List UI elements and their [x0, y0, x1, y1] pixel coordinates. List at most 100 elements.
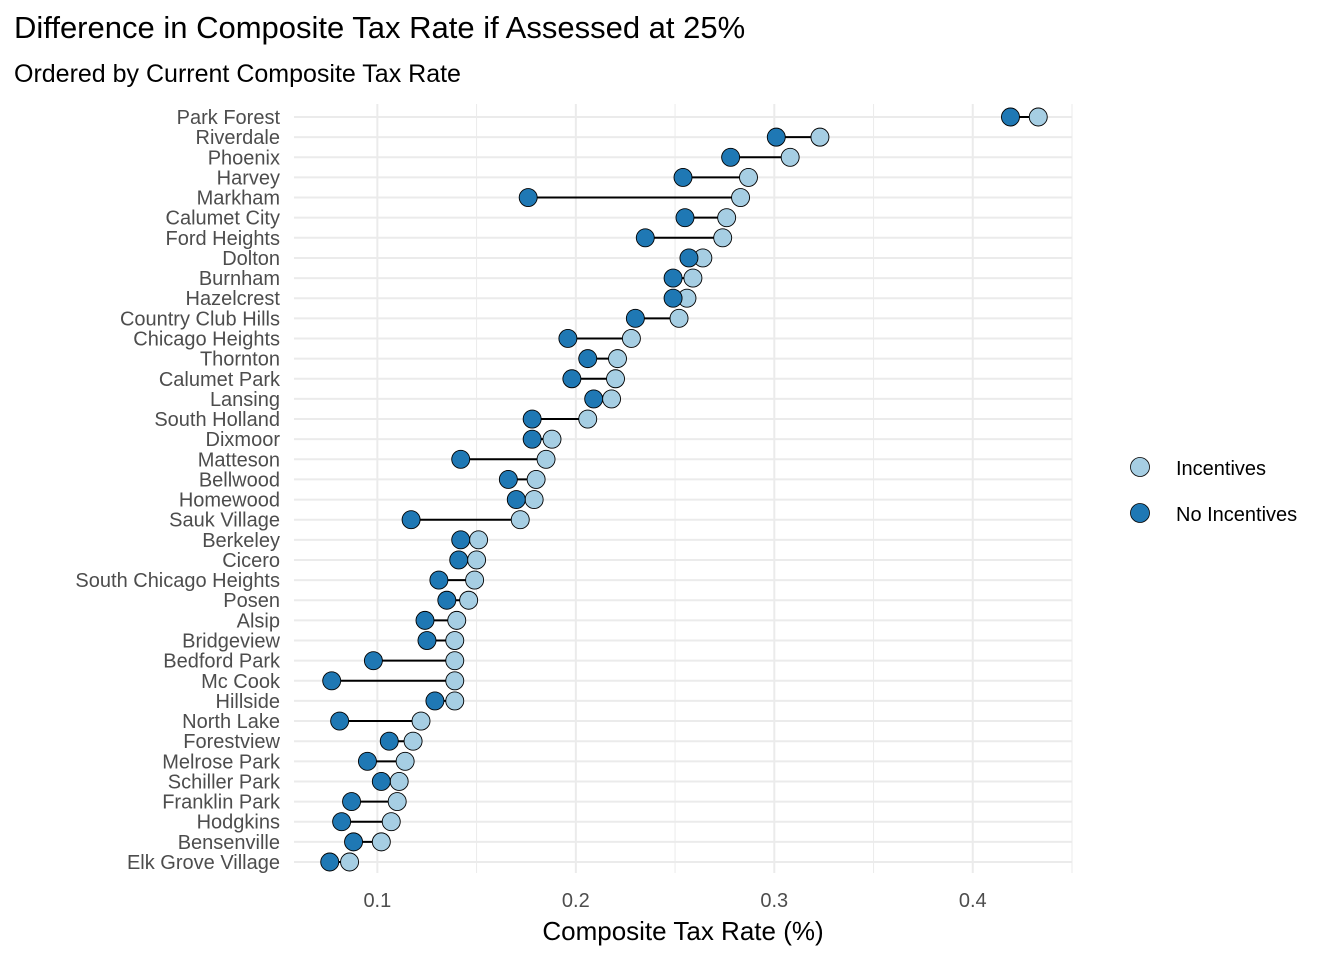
- point-no-incentives: [342, 792, 362, 812]
- y-category-label: Hazelcrest: [186, 288, 281, 310]
- point-no-incentives: [357, 751, 377, 771]
- point-no-incentives: [330, 711, 350, 731]
- y-category-label: Calumet City: [166, 208, 280, 230]
- y-category-label: Dolton: [222, 248, 280, 270]
- point-incentives: [445, 671, 465, 691]
- y-category-label: Hillside: [216, 691, 280, 713]
- y-category-label: Burnham: [199, 268, 280, 290]
- point-no-incentives: [675, 208, 695, 228]
- point-no-incentives: [371, 772, 391, 791]
- y-category-label: Berkeley: [202, 530, 280, 552]
- point-no-incentives: [558, 329, 578, 348]
- y-category-label: Matteson: [198, 449, 280, 471]
- point-no-incentives: [584, 389, 604, 409]
- x-tick-label: 0.1: [363, 890, 391, 912]
- point-no-incentives: [415, 610, 435, 630]
- point-incentives: [387, 792, 407, 812]
- y-category-label: Bellwood: [199, 469, 280, 491]
- point-incentives: [524, 490, 544, 510]
- point-incentives: [578, 409, 598, 429]
- y-axis-labels: Park ForestRiverdalePhoenixHarveyMarkham…: [75, 107, 281, 874]
- point-no-incentives: [344, 832, 363, 852]
- x-axis-label: Composite Tax Rate (%): [542, 916, 823, 946]
- point-incentives: [445, 651, 465, 671]
- y-category-label: Hodgkins: [197, 812, 280, 834]
- point-incentives: [621, 329, 641, 348]
- point-no-incentives: [425, 691, 445, 711]
- y-category-label: South Chicago Heights: [75, 570, 280, 592]
- y-category-label: Sauk Village: [169, 510, 280, 532]
- point-no-incentives: [679, 248, 699, 268]
- point-incentives: [606, 369, 625, 389]
- y-category-label: Bridgeview: [182, 631, 280, 653]
- chart-subtitle: Ordered by Current Composite Tax Rate: [14, 60, 461, 88]
- point-no-incentives: [379, 731, 399, 751]
- point-no-incentives: [451, 530, 471, 550]
- legend-key-no-incentives: [1130, 503, 1150, 523]
- x-tick-label: 0.3: [760, 890, 788, 912]
- point-no-incentives: [663, 268, 683, 288]
- point-no-incentives: [451, 449, 471, 469]
- point-no-incentives: [522, 409, 542, 429]
- point-incentives: [381, 812, 401, 832]
- point-incentives: [510, 510, 530, 530]
- point-no-incentives: [578, 349, 598, 369]
- legend: Incentives No Incentives: [1130, 457, 1297, 526]
- point-no-incentives: [498, 469, 518, 489]
- point-no-incentives: [721, 147, 741, 167]
- point-incentives: [445, 691, 465, 711]
- y-category-label: Harvey: [217, 167, 280, 189]
- y-category-label: Calumet Park: [159, 369, 281, 391]
- y-category-label: Mc Cook: [201, 671, 281, 693]
- y-category-label: South Holland: [154, 409, 280, 431]
- x-tick-label: 0.2: [562, 890, 590, 912]
- point-no-incentives: [766, 127, 786, 147]
- data-points: [320, 107, 1048, 872]
- point-no-incentives: [506, 490, 526, 510]
- point-incentives: [780, 147, 800, 167]
- point-no-incentives: [673, 167, 693, 187]
- point-incentives: [447, 610, 467, 630]
- point-no-incentives: [625, 308, 645, 328]
- x-tick-label: 0.4: [959, 890, 987, 912]
- point-no-incentives: [562, 369, 582, 389]
- y-category-label: Melrose Park: [162, 751, 281, 773]
- y-category-label: Homewood: [179, 490, 280, 512]
- point-no-incentives: [635, 228, 655, 248]
- y-category-label: Forestview: [183, 731, 280, 753]
- point-incentives: [467, 550, 487, 570]
- point-no-incentives: [320, 852, 340, 872]
- point-no-incentives: [363, 651, 383, 671]
- point-incentives: [371, 832, 391, 852]
- point-incentives: [340, 852, 360, 872]
- point-incentives: [526, 469, 546, 489]
- dumbbell-segments: [329, 116, 1039, 863]
- point-no-incentives: [417, 631, 437, 650]
- point-incentives: [739, 167, 758, 187]
- y-category-label: North Lake: [182, 711, 280, 733]
- legend-label-incentives: Incentives: [1176, 458, 1266, 480]
- point-no-incentives: [437, 590, 457, 610]
- y-category-label: Dixmoor: [206, 429, 281, 451]
- x-axis-tick-labels: 0.1 0.2 0.3 0.4: [363, 890, 986, 912]
- point-no-incentives: [1001, 107, 1020, 127]
- point-incentives: [713, 228, 733, 248]
- point-incentives: [411, 711, 431, 731]
- point-incentives: [717, 208, 737, 228]
- point-incentives: [542, 429, 562, 449]
- point-no-incentives: [663, 288, 683, 308]
- point-incentives: [403, 731, 423, 751]
- y-category-label: Alsip: [237, 610, 280, 632]
- y-category-label: Phoenix: [208, 147, 280, 169]
- y-category-label: Posen: [223, 590, 280, 612]
- point-incentives: [469, 530, 489, 550]
- point-incentives: [389, 772, 409, 791]
- point-incentives: [669, 308, 689, 328]
- y-category-label: Bensenville: [178, 832, 280, 854]
- point-incentives: [1028, 107, 1048, 127]
- y-category-label: Chicago Heights: [133, 328, 280, 350]
- point-incentives: [731, 188, 751, 207]
- point-no-incentives: [449, 550, 469, 570]
- point-no-incentives: [522, 429, 542, 449]
